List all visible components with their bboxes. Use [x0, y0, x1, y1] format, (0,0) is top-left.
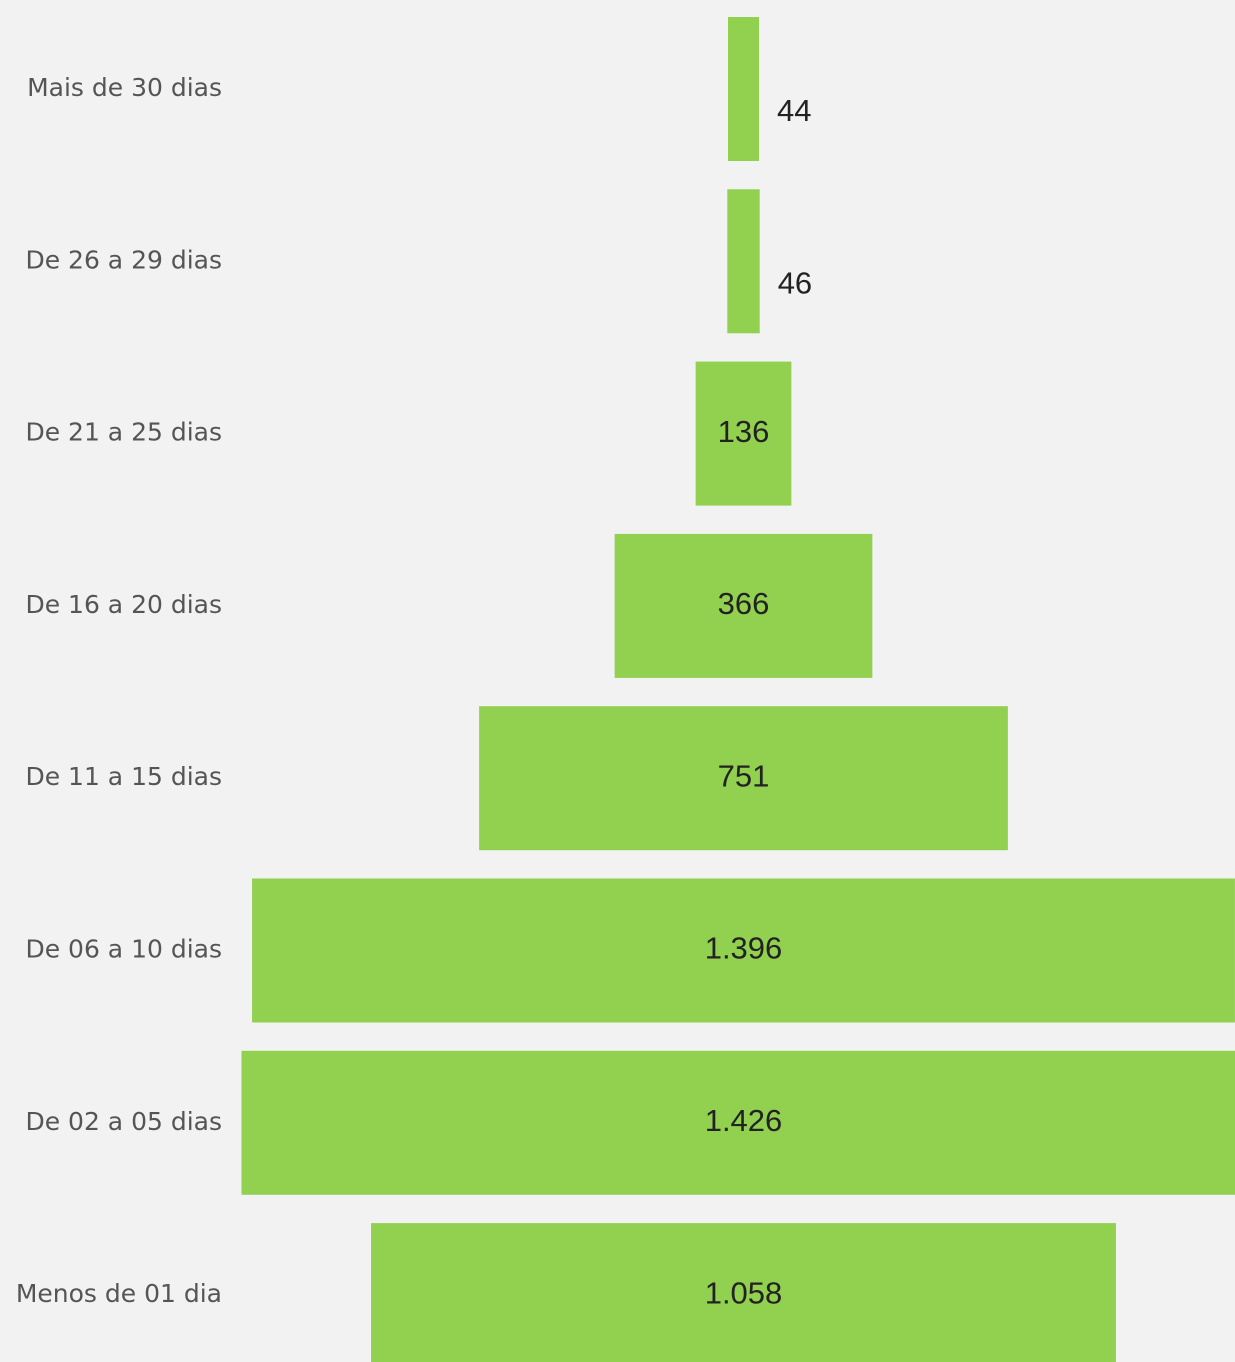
funnel-bar — [614, 533, 873, 678]
funnel-bar — [371, 1223, 1116, 1362]
category-label: De 11 a 15 dias — [25, 762, 222, 791]
value-label: 46 — [778, 265, 812, 300]
value-label: 136 — [718, 414, 770, 449]
category-label: De 21 a 25 dias — [25, 418, 222, 447]
funnel-bar — [241, 1050, 1235, 1195]
category-label: De 16 a 20 dias — [25, 590, 222, 619]
category-label: De 06 a 10 dias — [25, 935, 222, 964]
funnel-bar — [727, 189, 760, 334]
category-label: Mais de 30 dias — [27, 73, 222, 102]
value-label: 1.426 — [705, 1103, 783, 1138]
value-label: 44 — [777, 93, 811, 128]
funnel-bar — [252, 878, 1235, 1023]
funnel-bar — [479, 706, 1008, 851]
category-label: De 02 a 05 dias — [25, 1107, 222, 1136]
funnel-bar — [728, 17, 759, 161]
category-label: Menos de 01 dia — [16, 1279, 222, 1308]
value-label: 751 — [718, 758, 770, 793]
category-label: De 26 a 29 dias — [25, 245, 222, 274]
value-label: 1.058 — [705, 1275, 783, 1310]
value-label: 366 — [718, 586, 770, 621]
value-label: 1.396 — [705, 931, 783, 966]
funnel-bar — [695, 361, 792, 506]
